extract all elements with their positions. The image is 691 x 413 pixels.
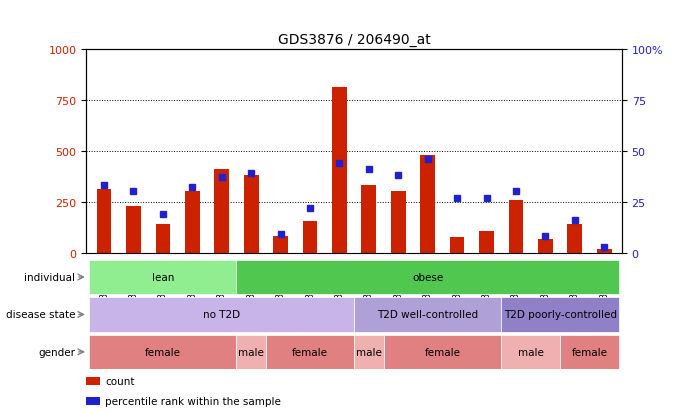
Bar xyxy=(450,238,464,253)
Text: male: male xyxy=(238,347,264,357)
Text: obese: obese xyxy=(412,273,444,282)
Text: lean: lean xyxy=(152,273,174,282)
Bar xyxy=(420,155,435,253)
FancyBboxPatch shape xyxy=(560,335,619,369)
Bar xyxy=(332,88,347,253)
Bar xyxy=(86,397,100,406)
Bar xyxy=(97,190,111,253)
FancyBboxPatch shape xyxy=(384,335,501,369)
Bar xyxy=(303,221,317,253)
Bar xyxy=(567,225,583,253)
Bar xyxy=(597,249,612,253)
Text: female: female xyxy=(571,347,607,357)
Text: percentile rank within the sample: percentile rank within the sample xyxy=(105,396,281,406)
Text: no T2D: no T2D xyxy=(203,310,240,320)
FancyBboxPatch shape xyxy=(501,297,619,332)
Bar xyxy=(509,200,523,253)
Bar xyxy=(479,232,494,253)
Text: individual: individual xyxy=(24,273,75,282)
Bar xyxy=(155,225,170,253)
Text: male: male xyxy=(518,347,544,357)
FancyBboxPatch shape xyxy=(89,297,354,332)
Text: male: male xyxy=(356,347,382,357)
Text: female: female xyxy=(145,347,181,357)
Bar xyxy=(538,240,553,253)
Bar xyxy=(214,170,229,253)
FancyBboxPatch shape xyxy=(89,335,236,369)
FancyBboxPatch shape xyxy=(354,297,501,332)
Bar xyxy=(273,237,288,253)
Text: disease state: disease state xyxy=(6,310,75,320)
Bar xyxy=(391,192,406,253)
Bar xyxy=(86,377,100,385)
Text: T2D poorly-controlled: T2D poorly-controlled xyxy=(504,310,616,320)
FancyBboxPatch shape xyxy=(236,335,266,369)
Title: GDS3876 / 206490_at: GDS3876 / 206490_at xyxy=(278,33,430,47)
FancyBboxPatch shape xyxy=(89,260,236,294)
FancyBboxPatch shape xyxy=(236,260,619,294)
Text: count: count xyxy=(105,376,135,386)
Bar xyxy=(185,192,200,253)
Bar xyxy=(361,186,376,253)
Bar xyxy=(126,206,141,253)
Bar xyxy=(244,176,258,253)
FancyBboxPatch shape xyxy=(501,335,560,369)
Text: T2D well-controlled: T2D well-controlled xyxy=(377,310,478,320)
FancyBboxPatch shape xyxy=(354,335,384,369)
Text: female: female xyxy=(424,347,460,357)
Text: gender: gender xyxy=(39,347,75,357)
Text: female: female xyxy=(292,347,328,357)
FancyBboxPatch shape xyxy=(266,335,354,369)
